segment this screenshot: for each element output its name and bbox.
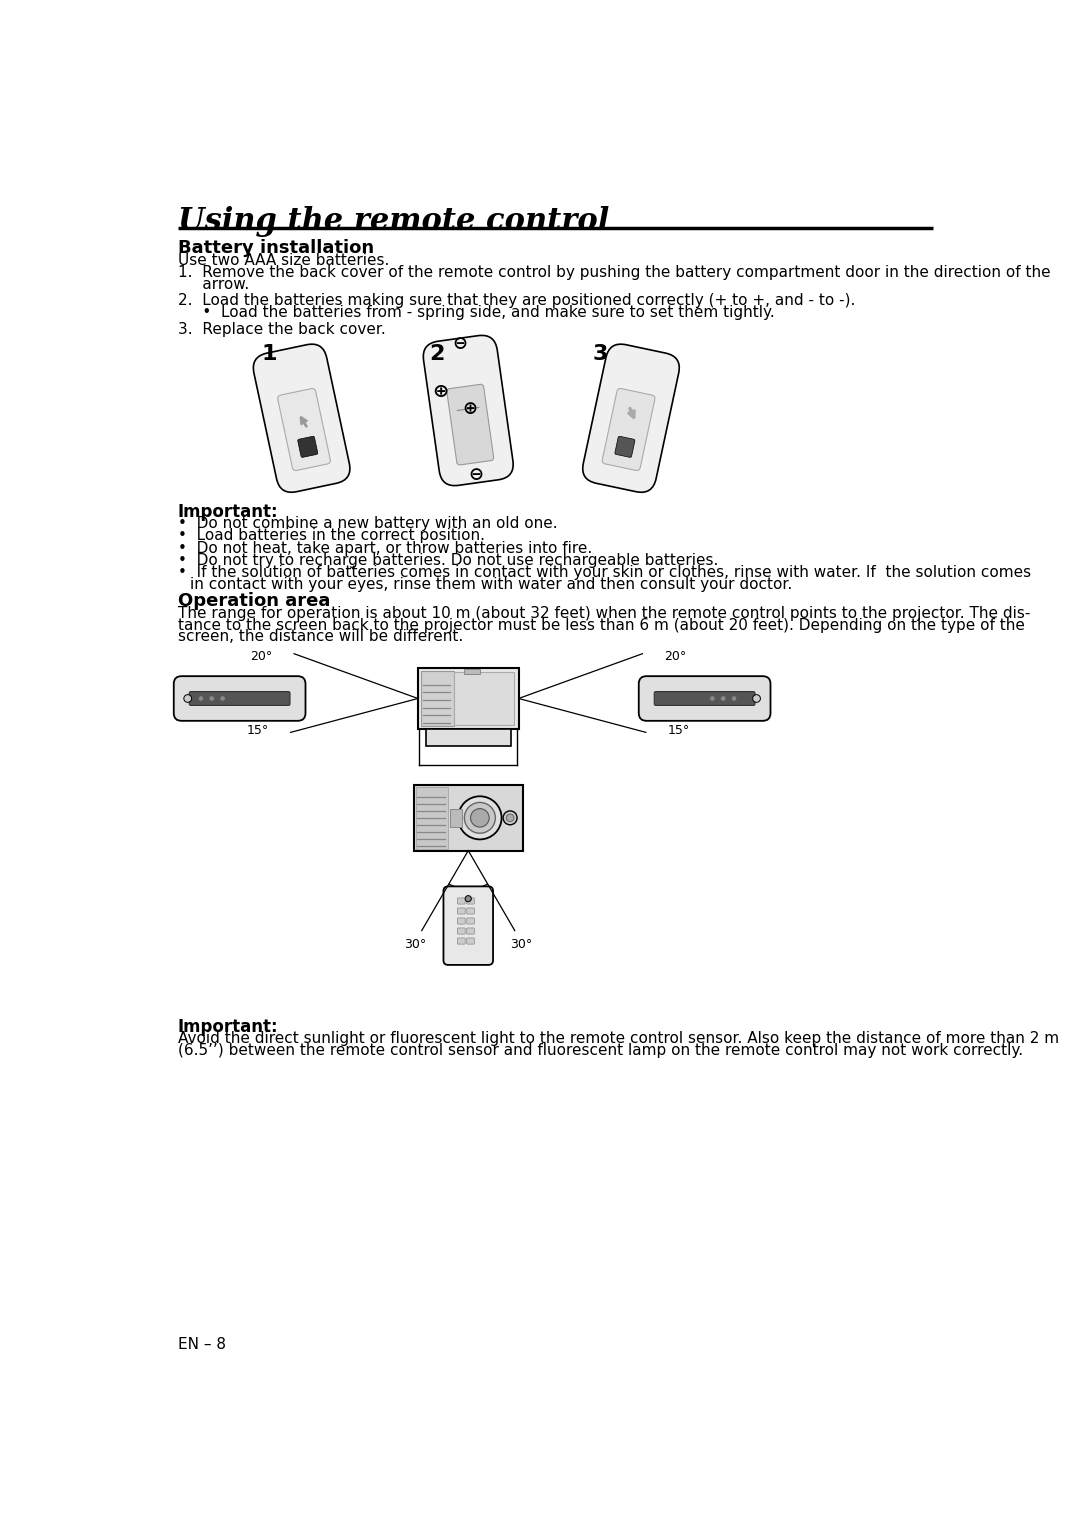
Circle shape [184,695,191,703]
Text: 15°: 15° [667,724,690,736]
Text: 2: 2 [430,344,445,364]
Text: Battery installation: Battery installation [177,238,374,257]
Circle shape [710,695,715,701]
FancyBboxPatch shape [455,672,514,724]
Text: ⊖: ⊖ [453,335,468,353]
FancyBboxPatch shape [426,729,511,746]
Text: •  Load the batteries from - spring side, and make sure to set them tightly.: • Load the batteries from - spring side,… [177,306,774,319]
FancyBboxPatch shape [458,938,465,944]
Text: Use two AAA size batteries.: Use two AAA size batteries. [177,252,389,267]
Text: screen, the distance will be different.: screen, the distance will be different. [177,630,463,645]
Circle shape [464,802,496,833]
Text: 2.  Load the batteries making sure that they are positioned correctly (+ to +, a: 2. Load the batteries making sure that t… [177,293,855,309]
Circle shape [507,814,514,822]
FancyBboxPatch shape [416,787,448,850]
Text: •  If the solution of batteries comes in contact with your skin or clothes, rins: • If the solution of batteries comes in … [177,565,1030,581]
Circle shape [458,796,501,839]
FancyBboxPatch shape [458,918,465,924]
FancyBboxPatch shape [467,908,474,914]
FancyBboxPatch shape [458,908,465,914]
Text: •  Do not try to recharge batteries. Do not use rechargeable batteries.: • Do not try to recharge batteries. Do n… [177,553,718,568]
Circle shape [210,695,215,701]
FancyBboxPatch shape [447,385,494,465]
FancyBboxPatch shape [583,344,679,492]
Circle shape [753,695,760,703]
Circle shape [198,695,204,701]
Text: 3.  Replace the back cover.: 3. Replace the back cover. [177,322,386,338]
Text: Important:: Important: [177,503,279,521]
Text: EN – 8: EN – 8 [177,1337,226,1352]
Circle shape [731,695,737,701]
Text: 1.  Remove the back cover of the remote control by pushing the battery compartme: 1. Remove the back cover of the remote c… [177,264,1050,280]
FancyBboxPatch shape [298,437,318,457]
Circle shape [720,695,726,701]
Circle shape [503,811,517,825]
FancyBboxPatch shape [423,335,513,486]
Text: ⊕: ⊕ [432,382,448,400]
Text: •  Load batteries in the correct position.: • Load batteries in the correct position… [177,529,485,544]
Text: Using the remote control: Using the remote control [177,206,609,237]
Circle shape [220,695,226,701]
Circle shape [465,895,471,902]
FancyBboxPatch shape [449,808,462,827]
Text: tance to the screen back to the projector must be less than 6 m (about 20 feet).: tance to the screen back to the projecto… [177,617,1025,633]
Text: 30°: 30° [404,938,427,952]
Text: The range for operation is about 10 m (about 32 feet) when the remote control po: The range for operation is about 10 m (a… [177,607,1030,620]
Text: arrow.: arrow. [177,277,248,292]
FancyBboxPatch shape [467,927,474,934]
Text: (6.5’’) between the remote control sensor and fluorescent lamp on the remote con: (6.5’’) between the remote control senso… [177,1042,1023,1057]
Text: •  Do not combine a new battery with an old one.: • Do not combine a new battery with an o… [177,516,557,532]
FancyBboxPatch shape [467,918,474,924]
Text: Important:: Important: [177,1018,279,1036]
FancyBboxPatch shape [174,677,306,721]
FancyBboxPatch shape [464,669,480,674]
Text: Avoid the direct sunlight or fluorescent light to the remote control sensor. Als: Avoid the direct sunlight or fluorescent… [177,1031,1058,1047]
FancyBboxPatch shape [458,927,465,934]
FancyBboxPatch shape [418,668,518,729]
Circle shape [471,808,489,827]
Text: 30°: 30° [510,938,532,952]
Text: ⊖: ⊖ [469,466,484,484]
Text: ⊕: ⊕ [462,400,477,417]
FancyBboxPatch shape [278,388,330,471]
FancyBboxPatch shape [615,437,635,457]
Text: •  Do not heat, take apart, or throw batteries into fire.: • Do not heat, take apart, or throw batt… [177,541,592,556]
FancyBboxPatch shape [414,785,523,851]
Text: 3: 3 [592,344,608,364]
FancyBboxPatch shape [254,344,350,492]
FancyBboxPatch shape [458,898,465,905]
Text: 20°: 20° [251,649,272,663]
FancyBboxPatch shape [467,898,474,905]
FancyBboxPatch shape [421,671,455,726]
FancyBboxPatch shape [444,886,494,964]
Text: 20°: 20° [664,649,687,663]
Text: 1: 1 [261,344,276,364]
FancyBboxPatch shape [638,677,770,721]
FancyBboxPatch shape [189,692,291,706]
FancyBboxPatch shape [654,692,755,706]
Text: 15°: 15° [246,724,269,736]
FancyBboxPatch shape [467,938,474,944]
Text: in contact with your eyes, rinse them with water and then consult your doctor.: in contact with your eyes, rinse them wi… [190,578,793,591]
Text: Operation area: Operation area [177,593,330,610]
FancyBboxPatch shape [603,388,654,471]
